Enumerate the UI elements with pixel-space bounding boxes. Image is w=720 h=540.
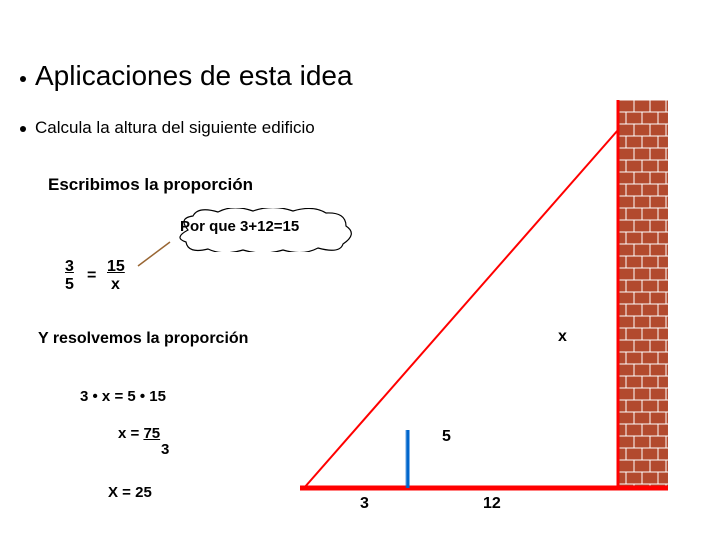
prop-den1: 5 bbox=[65, 276, 74, 294]
prop-num1: 3 bbox=[65, 258, 74, 276]
label-12: 12 bbox=[483, 495, 501, 513]
prop-eq: = bbox=[87, 267, 96, 285]
calc2-top: 75 bbox=[143, 425, 160, 442]
calc-solve: x = 75 3 bbox=[118, 425, 160, 442]
cloud-connector bbox=[130, 240, 180, 270]
calc2-left: x = bbox=[118, 425, 143, 442]
bullet-subtitle bbox=[20, 126, 26, 132]
cloud-text: Por que 3+12=15 bbox=[180, 218, 299, 235]
bullet-title bbox=[20, 76, 26, 82]
prop-den2: x bbox=[111, 276, 120, 294]
prop-num2: 15 bbox=[107, 258, 125, 276]
building-diagram bbox=[300, 100, 700, 510]
label-3: 3 bbox=[360, 495, 369, 513]
slide-subtitle: Calcula la altura del siguiente edificio bbox=[35, 118, 315, 138]
label-x: x bbox=[558, 328, 567, 346]
slide-title: Aplicaciones de esta idea bbox=[35, 60, 353, 92]
calc2-bot: 3 bbox=[161, 441, 169, 458]
label-5: 5 bbox=[442, 428, 451, 446]
step2-text: Y resolvemos la proporción bbox=[38, 330, 248, 348]
step1-text: Escribimos la proporción bbox=[48, 175, 253, 195]
calc-crossmult: 3 • x = 5 • 15 bbox=[80, 388, 166, 405]
result: X = 25 bbox=[108, 484, 152, 501]
